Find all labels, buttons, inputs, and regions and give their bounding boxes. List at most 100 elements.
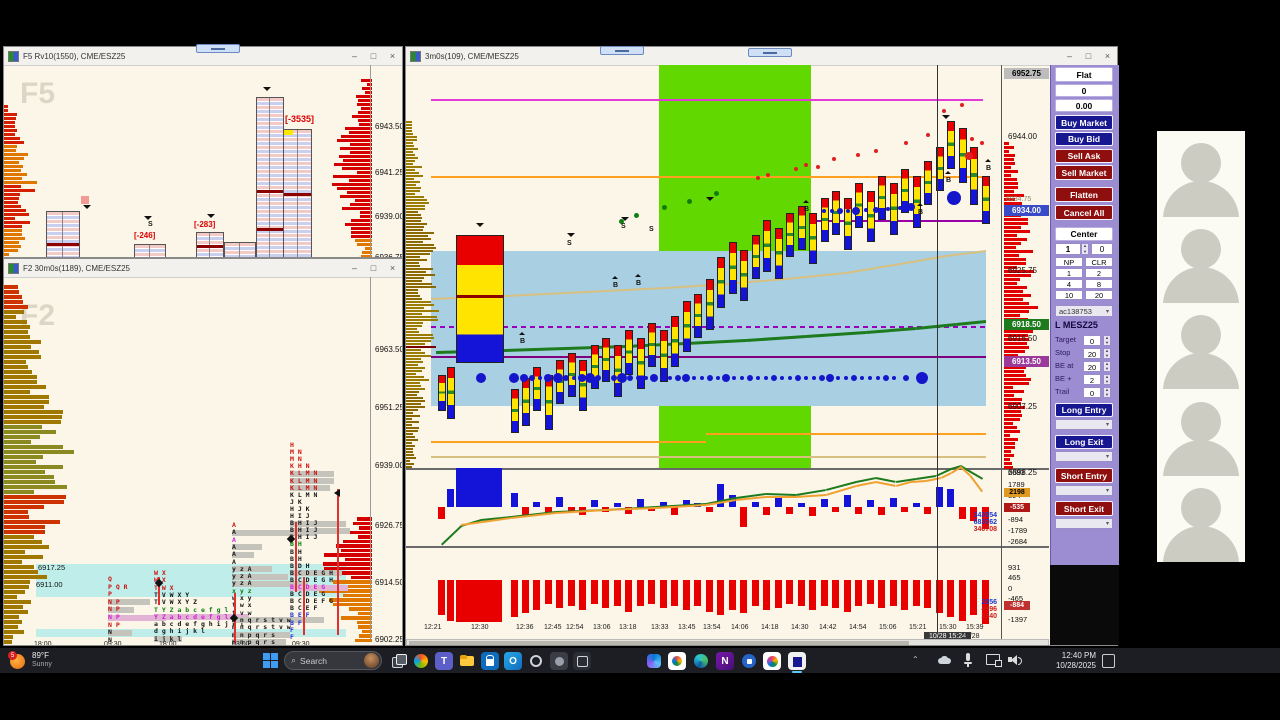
target-field[interactable]: 0 — [1083, 335, 1101, 346]
center-button[interactable]: Center — [1055, 227, 1113, 241]
teams-icon[interactable]: T — [435, 652, 453, 670]
field-spinner[interactable]: ▲ ▼ — [1103, 361, 1111, 372]
f5-minimize-button[interactable]: – — [351, 51, 357, 61]
notifications-icon[interactable] — [1102, 654, 1115, 668]
tpo-row: x y z — [232, 586, 252, 595]
trail-field[interactable]: 0 — [1083, 387, 1101, 398]
short-exit-button[interactable]: Short Exit — [1055, 501, 1113, 516]
cumulative-dot — [604, 376, 608, 380]
qty-preset-4[interactable]: 4 — [1055, 279, 1083, 289]
sell-market-button[interactable]: Sell Market — [1055, 165, 1113, 180]
search-input[interactable]: ⌕ Search — [284, 651, 382, 670]
field-spinner[interactable]: ▲ ▼ — [1103, 387, 1111, 398]
volume-profile-bar — [406, 412, 413, 414]
f5-maximize-button[interactable]: □ — [370, 51, 377, 61]
delta-bar — [591, 500, 598, 507]
window-splitter-handle[interactable] — [748, 48, 792, 57]
long-exit-dropdown[interactable]: ▾ — [1055, 451, 1113, 462]
f5-chart-area[interactable]: F5 6943.50 6941.25 6939.00 6936.75 [-3535] [-… — [4, 65, 402, 257]
window-splitter-handle[interactable] — [196, 44, 240, 53]
window-splitter-handle[interactable] — [600, 46, 644, 55]
buy-market-button[interactable]: Buy Market — [1055, 115, 1113, 130]
volume-profile-bar — [406, 124, 412, 126]
f2-titlebar[interactable]: F2 30m0s(1189), CME/ESZ25 – □ × — [4, 259, 402, 278]
qty-preset-20[interactable]: 20 — [1085, 290, 1113, 300]
cancel-all-button[interactable]: Cancel All — [1055, 205, 1113, 220]
weather-temp[interactable]: 89°F — [32, 651, 49, 660]
file-explorer-icon[interactable] — [458, 652, 476, 670]
task-view-icon[interactable] — [389, 652, 407, 670]
tray-clock[interactable]: 12:40 PM 10/28/2025 — [1034, 651, 1096, 671]
edge-icon[interactable] — [692, 652, 710, 670]
main-chart-area[interactable]: S S S B B B B B B B 6944.00 6925.75 6916.50 6907.25 68… — [406, 65, 1117, 645]
qty-preset-2[interactable]: 2 — [1085, 268, 1113, 278]
order-qty-field[interactable]: 1 — [1055, 243, 1081, 255]
volume-profile-bar — [4, 580, 30, 584]
widgets-icon[interactable] — [645, 652, 663, 670]
main-maximize-button[interactable]: □ — [1085, 51, 1092, 61]
speaker-icon[interactable] — [1008, 654, 1022, 666]
cumulative-dot — [837, 208, 843, 214]
blue-app-icon[interactable] — [740, 652, 758, 670]
long-entry-dropdown[interactable]: ▾ — [1055, 419, 1113, 430]
volume-bar — [591, 580, 598, 605]
cumulative-dot — [898, 206, 902, 210]
volume-profile-bar — [359, 123, 372, 126]
field-spinner[interactable]: ▲ ▼ — [1103, 374, 1111, 385]
camera-icon[interactable] — [550, 652, 568, 670]
field-spinner[interactable]: ▲ ▼ — [1103, 335, 1111, 346]
horizontal-line — [431, 356, 986, 358]
outlook-icon[interactable]: O — [504, 652, 522, 670]
qty-preset-8[interactable]: 8 — [1085, 279, 1113, 289]
volume-profile-bar — [4, 189, 35, 192]
f5-titlebar[interactable]: F5 Rv10(1550), CME/ESZ25 – □ × — [4, 47, 402, 66]
f2-close-button[interactable]: × — [389, 263, 396, 273]
settings-icon[interactable] — [527, 652, 545, 670]
order-qty-spinner[interactable]: ▲ ▼ — [1081, 243, 1089, 255]
snip-icon[interactable] — [573, 652, 591, 670]
field-spinner[interactable]: ▲ ▼ — [1103, 348, 1111, 359]
qty-preset-np[interactable]: NP — [1055, 257, 1083, 267]
f5-close-button[interactable]: × — [389, 51, 396, 61]
be-at-field[interactable]: 20 — [1083, 361, 1101, 372]
long-exit-button[interactable]: Long Exit — [1055, 435, 1113, 449]
stop-field[interactable]: 20 — [1083, 348, 1101, 359]
cast-screen-icon[interactable] — [986, 654, 1002, 667]
be-plus-field[interactable]: 2 — [1083, 374, 1101, 385]
h-scrollbar[interactable] — [406, 639, 1049, 645]
onedrive-icon[interactable] — [938, 656, 952, 664]
long-entry-button[interactable]: Long Entry — [1055, 403, 1113, 417]
tpo-row: N P — [108, 620, 120, 629]
short-entry-dropdown[interactable]: ▾ — [1055, 485, 1113, 496]
tpo-row: F — [290, 625, 294, 634]
trading-app-icon[interactable] — [788, 652, 806, 673]
column-divider — [269, 98, 270, 257]
paint-icon[interactable] — [763, 652, 781, 670]
qty-preset-10[interactable]: 10 — [1055, 290, 1083, 300]
photos-icon[interactable] — [668, 652, 686, 670]
main-minimize-button[interactable]: – — [1066, 51, 1072, 61]
weather-icon[interactable]: 5 — [8, 651, 28, 671]
short-exit-dropdown[interactable]: ▾ — [1055, 518, 1113, 529]
cumulative-dot — [544, 374, 552, 382]
store-icon[interactable] — [481, 652, 499, 670]
volume-profile-bar — [406, 433, 413, 435]
notepad-icon[interactable]: N — [716, 652, 734, 670]
short-entry-button[interactable]: Short Entry — [1055, 468, 1113, 483]
tray-chevron-icon[interactable]: ⌃ — [912, 655, 919, 664]
flatten-button[interactable]: Flatten — [1055, 187, 1113, 202]
volume-profile-bar — [406, 148, 418, 150]
main-close-button[interactable]: × — [1104, 51, 1111, 61]
copilot-icon[interactable] — [412, 652, 430, 670]
sell-ask-button[interactable]: Sell Ask — [1055, 149, 1113, 163]
buy-bid-button[interactable]: Buy Bid — [1055, 132, 1113, 146]
f2-maximize-button[interactable]: □ — [370, 263, 377, 273]
qty-preset-1[interactable]: 1 — [1055, 268, 1083, 278]
f2-minimize-button[interactable]: – — [351, 263, 357, 273]
start-button[interactable] — [262, 652, 279, 669]
account-dropdown[interactable]: ac138753 ▾ — [1055, 305, 1113, 317]
f2-chart-area[interactable]: F2 6963.50 6951.25 6939.00 6926.75 6914.50 69… — [4, 277, 402, 645]
qty-preset-clr[interactable]: CLR — [1085, 257, 1113, 267]
scrollbar-thumb[interactable] — [409, 641, 909, 645]
microphone-icon[interactable] — [964, 653, 972, 667]
